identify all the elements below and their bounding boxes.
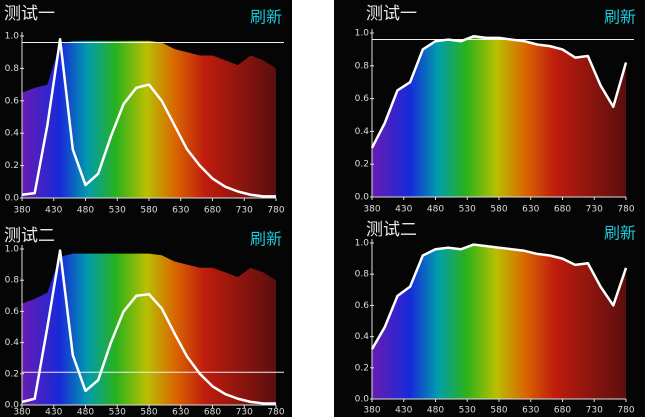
x-tick-label: 480 — [77, 408, 94, 417]
spectrum-fill — [22, 253, 276, 405]
x-tick-label: 680 — [204, 408, 221, 417]
spectrum-fill — [372, 36, 626, 197]
y-tick-label: 0.2 — [5, 161, 19, 171]
y-tick-label: 1.0 — [355, 29, 370, 39]
refresh-button[interactable]: 刷新 — [250, 230, 282, 249]
refresh-button[interactable]: 刷新 — [604, 8, 636, 27]
x-tick-label: 580 — [140, 408, 157, 417]
x-tick-label: 630 — [522, 205, 539, 215]
y-tick-label: 0.0 — [5, 194, 20, 204]
x-tick-label: 580 — [140, 206, 157, 216]
x-tick-label: 730 — [236, 408, 253, 417]
x-tick-label: 530 — [459, 406, 476, 416]
x-tick-label: 380 — [363, 205, 380, 215]
refresh-button[interactable]: 刷新 — [250, 8, 282, 27]
x-tick-label: 430 — [395, 406, 412, 416]
y-tick-label: 1.0 — [5, 245, 20, 255]
y-tick-label: 0.6 — [355, 94, 370, 104]
y-tick-label: 0.6 — [5, 96, 20, 106]
spectrum-line — [21, 249, 276, 405]
x-tick-label: 780 — [617, 205, 634, 215]
x-tick-label: 580 — [490, 205, 507, 215]
spectrum-fill — [22, 40, 276, 198]
y-tick-label: 1.0 — [5, 32, 20, 42]
y-tick-label: 0.4 — [5, 129, 20, 139]
x-tick-label: 780 — [267, 206, 284, 216]
x-tick-label: 530 — [459, 205, 476, 215]
x-tick-label: 780 — [617, 406, 634, 416]
x-tick-label: 480 — [77, 206, 94, 216]
x-tick-label: 380 — [13, 408, 30, 417]
x-tick-label: 630 — [522, 406, 539, 416]
y-tick-label: 1.0 — [355, 239, 370, 249]
y-tick-label: 0.2 — [355, 363, 369, 373]
x-tick-label: 480 — [427, 406, 444, 416]
x-tick-label: 530 — [109, 206, 126, 216]
y-tick-label: 0.2 — [355, 160, 369, 170]
x-tick-label: 680 — [554, 205, 571, 215]
panel-title: 测试一 — [366, 4, 417, 24]
y-tick-label: 0.4 — [355, 127, 370, 137]
x-tick-label: 380 — [363, 406, 380, 416]
y-tick-label: 0.0 — [5, 401, 20, 411]
spectrum-line — [370, 243, 628, 350]
x-tick-label: 430 — [395, 205, 412, 215]
panel-title: 测试二 — [366, 220, 417, 240]
y-tick-label: 0.8 — [355, 61, 370, 71]
x-tick-label: 630 — [172, 408, 189, 417]
y-tick-label: 0.2 — [5, 369, 19, 379]
x-tick-label: 530 — [109, 408, 126, 417]
spectrum-line — [21, 37, 276, 198]
panel-title: 测试一 — [4, 4, 55, 24]
y-tick-label: 0.8 — [5, 276, 20, 286]
x-tick-label: 430 — [45, 408, 62, 417]
y-tick-label: 0.8 — [5, 64, 20, 74]
x-tick-label: 380 — [13, 206, 30, 216]
y-tick-label: 0.6 — [355, 301, 370, 311]
y-tick-label: 0.6 — [5, 307, 20, 317]
x-tick-label: 730 — [586, 406, 603, 416]
spectrum-fill — [372, 244, 626, 399]
y-tick-label: 0.0 — [355, 193, 370, 203]
spectrum-line — [370, 35, 628, 149]
refresh-button[interactable]: 刷新 — [604, 224, 636, 243]
y-tick-label: 0.4 — [355, 332, 370, 342]
x-tick-label: 480 — [427, 205, 444, 215]
x-tick-label: 680 — [204, 206, 221, 216]
x-tick-label: 630 — [172, 206, 189, 216]
x-tick-label: 580 — [490, 406, 507, 416]
x-tick-label: 780 — [267, 408, 284, 417]
y-tick-label: 0.4 — [5, 338, 20, 348]
x-tick-label: 430 — [45, 206, 62, 216]
panel-title: 测试二 — [4, 226, 55, 246]
y-tick-label: 0.0 — [355, 395, 370, 405]
x-tick-label: 680 — [554, 406, 571, 416]
y-tick-label: 0.8 — [355, 270, 370, 280]
x-tick-label: 730 — [236, 206, 253, 216]
x-tick-label: 730 — [586, 205, 603, 215]
